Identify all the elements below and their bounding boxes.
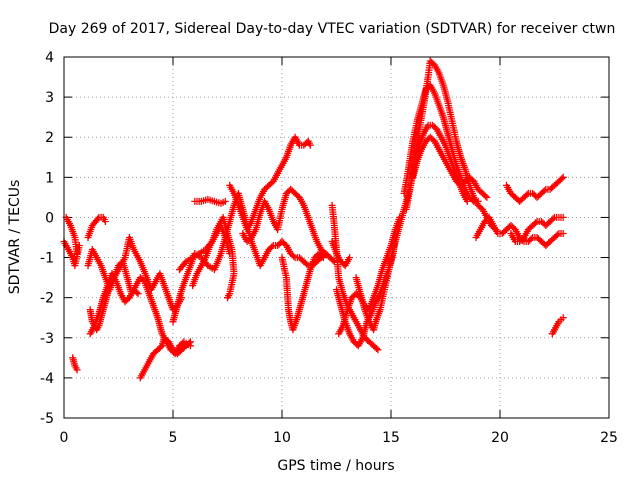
series-track-23 <box>409 133 491 201</box>
y-tick-label: 4 <box>45 50 54 66</box>
y-tick-label: 3 <box>45 90 54 106</box>
y-tick-label: 2 <box>45 130 54 146</box>
series-track-25 <box>503 173 567 205</box>
x-tick-label: 25 <box>600 430 618 446</box>
y-tick-label: -5 <box>40 411 54 427</box>
plus-markers <box>189 222 234 290</box>
series-track-11 <box>189 222 234 290</box>
plus-markers <box>226 133 314 233</box>
series-track-13 <box>226 133 314 233</box>
y-tick-label: 0 <box>45 210 54 226</box>
x-tick-label: 0 <box>60 430 69 446</box>
y-tick-label: -4 <box>40 371 54 387</box>
y-tick-label: -1 <box>40 251 54 267</box>
plus-markers <box>239 185 330 257</box>
y-axis-label: SDTVAR / TECUs <box>7 180 23 295</box>
x-axis-label: GPS time / hours <box>277 458 394 474</box>
series-track-24 <box>472 213 567 249</box>
plus-markers <box>86 270 142 338</box>
plus-markers <box>507 213 567 245</box>
chart-title: Day 269 of 2017, Sidereal Day-to-day VTE… <box>49 21 616 37</box>
series-track-4 <box>84 213 109 241</box>
plus-markers <box>136 334 194 382</box>
plus-markers <box>278 250 327 334</box>
series-track-26 <box>507 213 567 245</box>
x-tick-label: 5 <box>169 430 178 446</box>
series-track-12 <box>191 195 229 207</box>
y-tick-label: 1 <box>45 170 54 186</box>
data-points <box>60 57 567 382</box>
plus-markers <box>548 314 567 338</box>
series-track-15 <box>278 250 327 334</box>
y-tick-label: -2 <box>40 291 54 307</box>
series-track-8 <box>136 334 194 382</box>
plus-markers <box>69 354 81 374</box>
x-tick-label: 10 <box>273 430 291 446</box>
x-tick-label: 20 <box>491 430 509 446</box>
plus-markers <box>62 213 81 257</box>
plot-frame <box>63 56 610 419</box>
series-track-7 <box>86 270 142 338</box>
plus-markers <box>409 133 491 201</box>
x-tick-label: 15 <box>382 430 400 446</box>
plus-markers <box>191 195 229 207</box>
series-track-27 <box>548 314 567 338</box>
plus-markers <box>472 213 567 249</box>
plus-markers <box>503 173 567 205</box>
axis-ticks: -5 -4 -3 -2 -1 0 1 2 3 4 0 5 10 15 20 25 <box>40 50 618 446</box>
y-tick-label: -3 <box>40 331 54 347</box>
plus-markers <box>84 213 109 241</box>
series-track-3 <box>69 354 81 374</box>
series-track-14 <box>239 185 330 257</box>
series-track-2 <box>62 213 81 257</box>
